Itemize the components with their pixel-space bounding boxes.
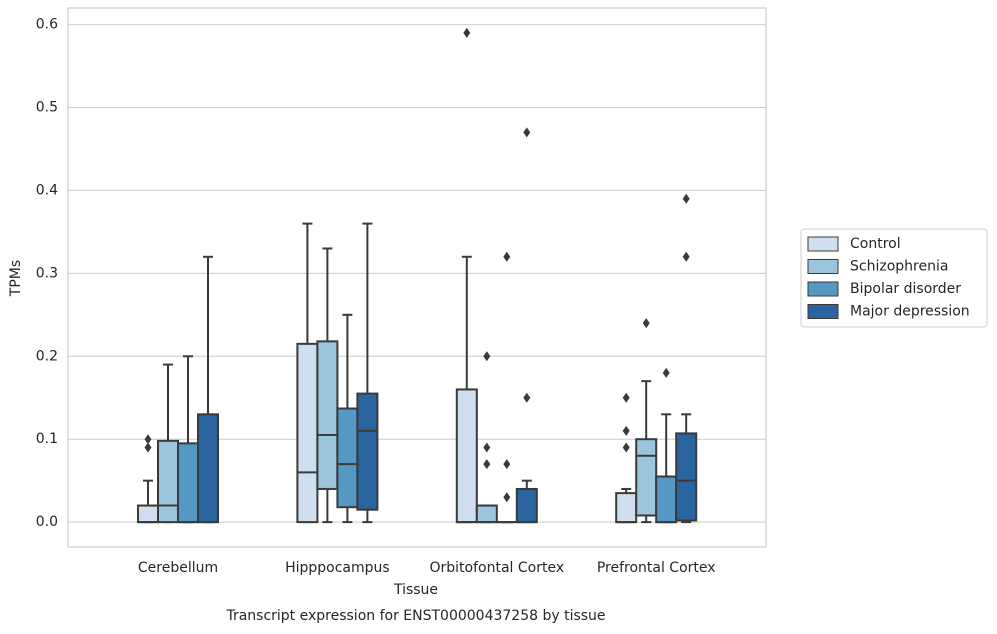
box bbox=[515, 487, 538, 524]
y-tick-label: 0.1 bbox=[36, 431, 58, 447]
flier bbox=[622, 425, 630, 436]
flier bbox=[682, 193, 690, 204]
flier bbox=[503, 251, 511, 262]
flier bbox=[463, 27, 471, 38]
box bbox=[356, 392, 379, 511]
box bbox=[157, 439, 179, 524]
box bbox=[316, 340, 339, 490]
flier bbox=[682, 251, 690, 262]
legend-swatch bbox=[807, 259, 839, 274]
chart-title: Transcript expression for ENST0000043725… bbox=[225, 608, 605, 624]
flier bbox=[483, 442, 491, 453]
box-group bbox=[137, 434, 159, 524]
flier bbox=[503, 459, 511, 470]
flier bbox=[144, 434, 152, 445]
box bbox=[475, 504, 498, 524]
box-group bbox=[296, 222, 319, 524]
box bbox=[455, 388, 478, 524]
box-group bbox=[316, 247, 339, 524]
x-tick-label: Prefrontal Cortex bbox=[597, 560, 716, 576]
flier bbox=[622, 442, 630, 453]
y-tick-label: 0.3 bbox=[36, 265, 58, 281]
flier bbox=[642, 318, 650, 329]
x-tick-label: Hipppocampus bbox=[285, 560, 390, 576]
y-tick-label: 0.5 bbox=[36, 100, 58, 116]
flier bbox=[622, 392, 630, 403]
box-group bbox=[356, 222, 379, 524]
box-group bbox=[157, 363, 179, 524]
box bbox=[336, 407, 359, 509]
y-tick-label: 0.4 bbox=[36, 182, 58, 198]
legend-label: Major depression bbox=[850, 304, 970, 320]
y-tick-label: 0.0 bbox=[36, 514, 58, 530]
box-group bbox=[455, 27, 478, 524]
box bbox=[675, 432, 698, 522]
y-axis-label: TPMs bbox=[8, 260, 24, 297]
legend-swatch bbox=[807, 304, 839, 319]
flier bbox=[144, 442, 152, 453]
legend-swatch bbox=[807, 281, 839, 297]
x-tick-label: Orbitofontal Cortex bbox=[429, 560, 564, 576]
box-group bbox=[197, 255, 219, 524]
box bbox=[635, 438, 658, 517]
legend-label: Schizophrenia bbox=[850, 259, 948, 275]
box-group bbox=[675, 193, 698, 524]
flier bbox=[503, 492, 511, 503]
box-group bbox=[475, 351, 498, 524]
box-group bbox=[336, 313, 359, 524]
legend-swatch bbox=[807, 236, 839, 252]
flier bbox=[523, 392, 531, 403]
legend-label: Bipolar disorder bbox=[850, 281, 961, 297]
flier bbox=[662, 367, 670, 378]
flier bbox=[483, 351, 491, 362]
box-group bbox=[635, 318, 658, 524]
legend-frame bbox=[800, 228, 988, 328]
box bbox=[296, 342, 319, 524]
x-axis-label: Tissue bbox=[393, 582, 438, 598]
legend-label: Control bbox=[850, 236, 901, 252]
box-group bbox=[615, 392, 638, 524]
x-tick-label: Cerebellum bbox=[138, 560, 218, 576]
box bbox=[197, 413, 219, 524]
plot-frame bbox=[67, 7, 767, 548]
box bbox=[655, 475, 678, 524]
flier bbox=[523, 127, 531, 138]
box-group bbox=[495, 251, 518, 524]
box bbox=[137, 504, 159, 524]
y-tick-label: 0.2 bbox=[36, 348, 58, 364]
box bbox=[177, 442, 199, 524]
box-group bbox=[655, 367, 678, 524]
flier bbox=[483, 459, 491, 470]
box-group bbox=[515, 127, 538, 524]
y-tick-label: 0.6 bbox=[36, 17, 58, 33]
box bbox=[615, 492, 638, 524]
